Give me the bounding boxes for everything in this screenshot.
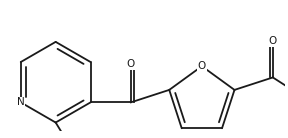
Text: N: N (17, 97, 24, 107)
Text: O: O (127, 59, 135, 69)
Text: O: O (198, 61, 206, 71)
Text: O: O (269, 36, 277, 46)
